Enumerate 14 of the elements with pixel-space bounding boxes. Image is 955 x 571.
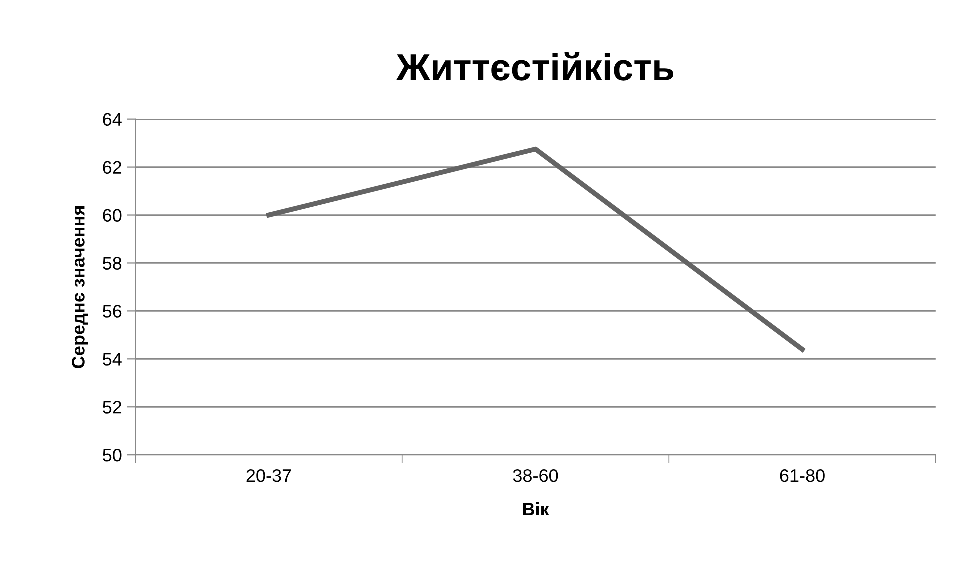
y-tick-label: 50 [103, 449, 122, 462]
x-tick-label: 20-37 [246, 469, 292, 482]
x-tick-label: 61-80 [780, 469, 825, 482]
y-tick-label: 56 [103, 305, 122, 318]
y-tick-label: 62 [103, 161, 122, 174]
y-tick-label: 58 [103, 257, 122, 270]
y-tick-label: 52 [103, 401, 122, 414]
y-tick-label: 54 [103, 353, 122, 366]
x-axis-title: Вік [523, 502, 550, 516]
x-tick-label: 38-60 [513, 469, 558, 482]
y-axis-title: Середнє значення [72, 206, 88, 368]
chart-title: Життєстійкість [396, 52, 674, 81]
y-tick-label: 64 [103, 113, 122, 126]
y-tick-label: 60 [103, 209, 122, 222]
